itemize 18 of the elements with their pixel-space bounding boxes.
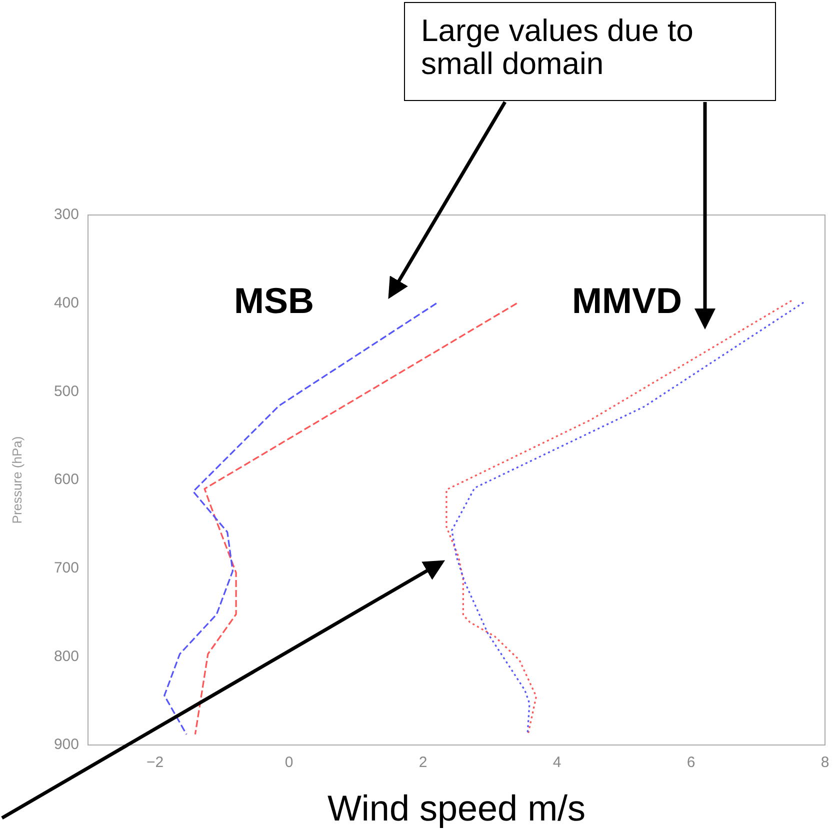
annotation: MSB [234,280,314,321]
y-axis-title: Pressure (hPa) [9,436,24,524]
y-tick-label: 600 [54,471,79,488]
x-tick-label: 6 [686,754,696,772]
x-tick-label: 8 [820,754,830,772]
x-tick-label: −2 [146,754,164,772]
y-tick-label: 500 [54,382,79,400]
annotation: MMVD [572,280,682,321]
x-axis-title: Wind speed m/s [327,787,586,828]
y-tick-label: 900 [54,736,79,754]
x-tick-label: 2 [418,754,428,772]
x-tick-label: 0 [284,754,294,772]
y-tick-label: 800 [54,648,79,665]
y-tick-label: 700 [54,559,79,576]
y-tick-label: 400 [54,294,79,312]
y-tick-label: 300 [54,206,79,224]
text: Large values due to small domain [404,2,776,102]
x-tick-label: 4 [552,754,562,772]
